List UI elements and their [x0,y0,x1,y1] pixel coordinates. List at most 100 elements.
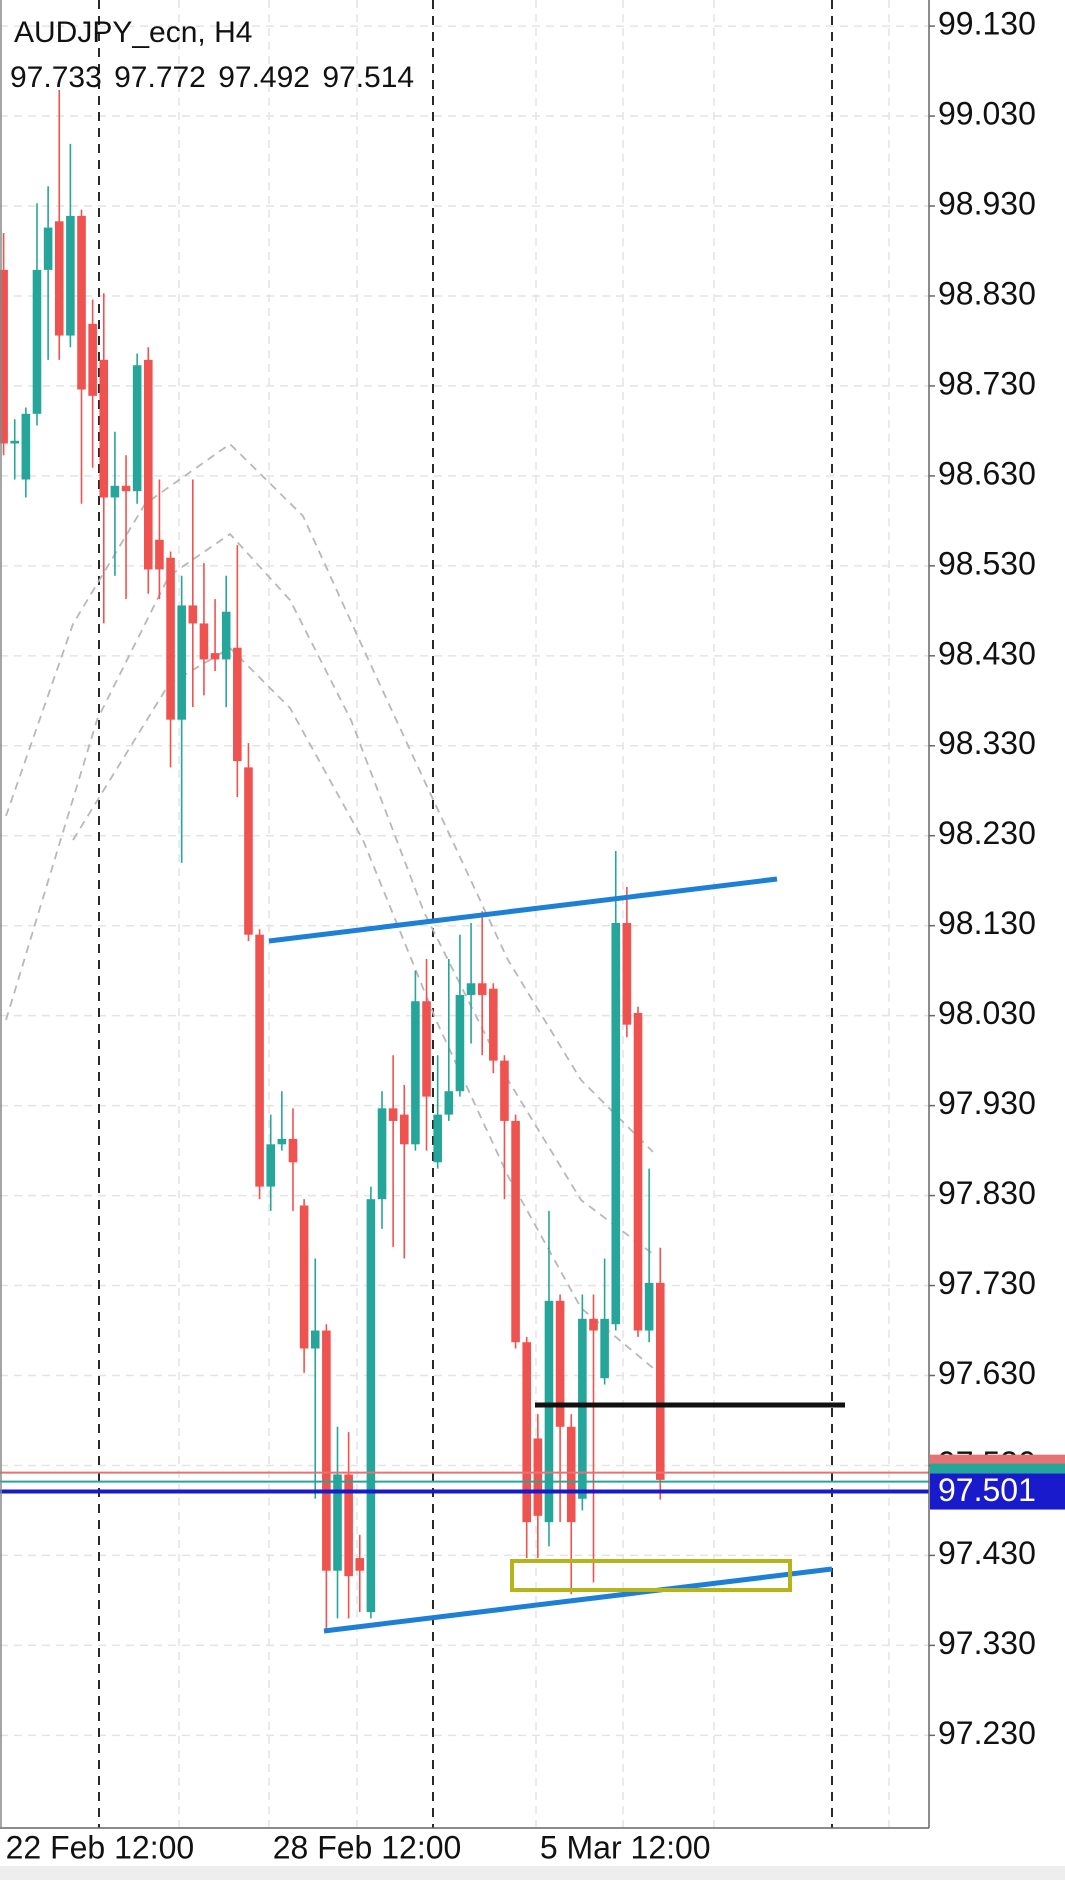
candle-body [233,647,242,762]
low-value: 97.492 [218,61,310,94]
candle-body [221,611,231,660]
y-tick-label: 97.330 [938,1625,1036,1661]
candle-body [110,485,120,498]
candle-body [244,767,253,935]
candle-body [21,413,31,480]
candle-body [500,1060,509,1121]
candle-body [522,1342,532,1523]
y-tick-label: 98.630 [938,455,1036,491]
candle-body [533,1438,543,1516]
candle-body [366,1199,376,1613]
candle-body [455,994,465,1092]
candle-body [77,215,86,390]
y-tick-label: 98.930 [938,185,1036,221]
price-tag [930,1473,1065,1510]
candle-body [255,934,264,1187]
candle-body [66,215,75,336]
candle-body [555,1300,565,1427]
y-tick-label: 97.630 [938,1355,1036,1391]
candle-body [388,1108,398,1121]
y-tick-label: 99.030 [938,96,1036,132]
y-tick-label: 97.230 [938,1715,1036,1751]
candle-body [377,1108,387,1200]
candle-body [143,359,153,570]
candle-body [266,1144,276,1187]
candle-body [466,983,476,995]
y-tick-label: 98.230 [938,815,1036,851]
close-value: 97.514 [322,61,414,94]
candle-body [344,1474,353,1577]
candle-body [54,221,64,336]
y-tick-label: 98.130 [938,905,1036,941]
candle-body [0,269,8,444]
candle-body [600,1318,609,1379]
symbol-title: AUDJPY_ecn, H4 [14,16,252,49]
candle-body [489,988,498,1061]
y-tick-label: 98.730 [938,365,1036,401]
y-tick-label: 98.430 [938,635,1036,671]
zone-rectangle [510,1559,792,1592]
candle-body [210,653,220,660]
candle-body [578,1318,587,1499]
candle-body [399,1114,409,1145]
candle-body [589,1318,598,1331]
candle-body [411,1001,420,1145]
bottom-strip [0,1866,1065,1880]
candle-body [611,922,621,1325]
candle-body [166,557,175,720]
candle-body [88,323,97,396]
candle-body [544,1300,554,1523]
candle-body [43,227,53,270]
y-tick-label: 98.030 [938,995,1036,1031]
candle-body [132,365,142,492]
y-tick-label: 98.530 [938,545,1036,581]
candle-body [444,1091,454,1115]
y-tick-label: 98.330 [938,725,1036,761]
candle-body [422,1001,431,1097]
candle-body [299,1205,309,1349]
candle-body [433,1114,442,1163]
trendline [323,1566,833,1634]
candle-body [633,1012,643,1331]
candle-body [355,1558,365,1571]
x-tick-label: 28 Feb 12:00 [273,1829,462,1865]
candle-body [477,983,487,995]
candle-body [177,605,186,720]
candle-body [566,1426,576,1523]
candle-body [277,1138,287,1145]
x-tick-label: 22 Feb 12:00 [6,1829,195,1865]
candle-body [32,269,42,414]
candle-body [655,1282,665,1480]
ohlc-readout: 97.733 97.772 97.492 97.514 [10,61,414,94]
open-value: 97.733 [10,61,102,94]
candle-body [322,1330,331,1571]
vertical-grid [178,0,890,1828]
candle-body [644,1282,654,1331]
candle-body [199,623,209,660]
candle-body [155,539,164,570]
period-separators [98,0,833,1828]
candle-body [511,1120,520,1343]
candle-body [288,1138,298,1163]
candle-body [622,922,632,1025]
candle-body [188,605,198,624]
y-tick-label: 97.430 [938,1535,1036,1571]
candle-body [99,359,109,498]
moving-averages [5,442,654,1369]
y-tick-label: 97.930 [938,1085,1036,1121]
y-tick-label: 97.730 [938,1265,1036,1301]
candle-body [10,440,20,444]
high-value: 97.772 [114,61,206,94]
candle-body [310,1330,320,1349]
x-tick-label: 5 Mar 12:00 [540,1829,711,1865]
candle-body [121,485,131,492]
y-tick-label: 97.830 [938,1175,1036,1211]
bid-price-label: 97.501 [938,1472,1036,1508]
trendline [268,876,778,944]
candle-body [333,1474,342,1571]
y-tick-label: 99.130 [938,6,1036,42]
y-tick-label: 98.830 [938,275,1036,311]
